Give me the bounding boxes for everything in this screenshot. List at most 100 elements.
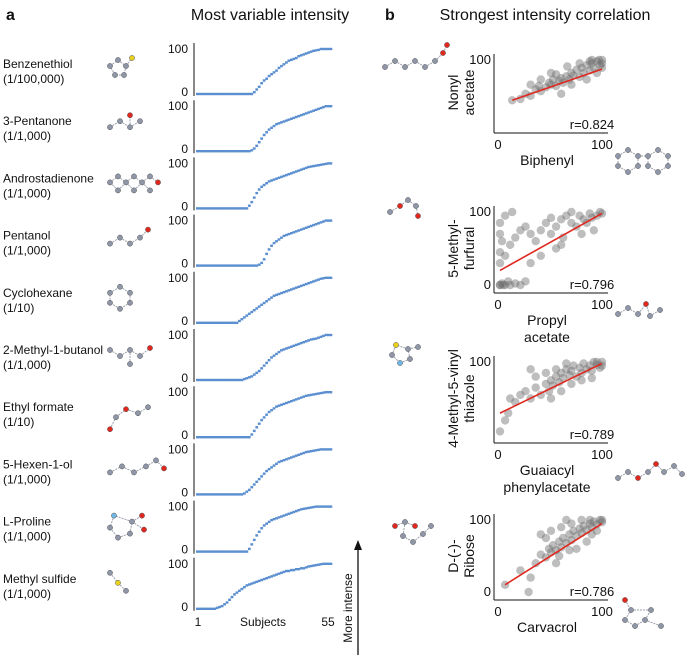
molecule-atom [143,463,149,470]
molecule-atom [107,569,113,576]
data-segment [280,175,283,179]
data-segment [220,92,224,96]
data-segment [205,550,209,553]
data-point [557,387,566,396]
data-segment [255,191,259,195]
y-axis-label: 4-Methyl-5-vinyl [445,349,461,448]
data-segment [270,244,273,247]
data-segment [265,182,269,185]
data-segment [309,393,313,397]
molecule-atom [115,173,121,180]
compound-name: Pentanol [3,229,50,243]
data-segment [200,550,204,553]
data-segment [257,477,261,481]
data-segment [329,105,333,108]
data-point [563,62,572,71]
molecule-atom [428,523,434,529]
data-segment [302,567,306,570]
data-segment [272,354,276,357]
data-point [587,373,596,383]
molecule-structure [107,55,135,78]
data-segment [247,312,251,315]
data-segment [233,436,236,439]
data-segment [208,378,212,382]
data-segment [262,79,266,82]
data-segment [198,607,202,610]
y-tick-label: 0 [181,371,188,385]
data-segment [218,150,222,153]
data-segment [220,550,224,553]
data-segment [196,550,199,553]
data-point [557,89,566,99]
data-point [557,74,566,83]
y-tick-label: 100 [168,214,188,228]
data-segment [255,480,259,483]
data-segment [280,236,283,239]
data-segment [277,292,281,296]
data-segment [262,472,266,475]
data-segment [304,450,308,454]
molecule-atom [645,469,651,475]
data-segment [285,173,288,177]
data-segment [205,150,209,153]
data-point [551,70,561,79]
data-segment [255,88,259,91]
data-segment [270,575,273,578]
data-segment [252,373,256,376]
data-segment [252,147,256,150]
data-segment [260,185,264,188]
molecule-atom [658,623,664,629]
x-start-label: 1 [195,615,202,629]
data-segment [205,493,209,496]
compound-name: Cyclohexane [3,286,73,300]
molecule-atom [645,163,651,169]
molecule-atom [117,234,123,241]
data-segment [324,562,328,565]
data-segment [257,263,261,266]
data-segment [287,346,291,349]
data-segment [262,133,266,137]
data-segment [270,296,273,299]
data-segment [235,207,239,210]
data-segment [247,204,251,207]
data-segment [302,53,306,56]
data-segment [312,564,315,567]
molecule-atom [420,531,426,537]
molecule-atom [123,587,129,594]
data-segment [228,264,231,267]
molecule-structure [107,112,143,131]
y-axis-label: thiazole [461,374,477,422]
molecule-atom [129,518,135,525]
data-segment [314,49,318,52]
molecule-atom [625,305,631,311]
scatter-chart-1: 100 0 100 r=0.824 Nonyl acetate Biphenyl [445,52,614,168]
data-segment [317,164,320,167]
data-segment [247,264,251,267]
data-segment [322,277,325,280]
data-segment [272,407,276,410]
y-tick-label: 100 [168,557,188,571]
data-segment [287,512,291,515]
data-point [546,526,556,535]
data-point [516,390,525,400]
molecule-atom [444,42,450,48]
data-segment [238,92,241,96]
data-segment [257,422,261,425]
data-segment [247,547,251,551]
data-point [536,226,545,235]
data-segment [220,321,224,324]
data-segment [329,562,333,565]
data-segment [213,150,217,153]
data-segment [210,550,214,553]
data-point [585,209,594,218]
compound-name: L-Proline [3,515,51,529]
y-tick-label: 100 [469,52,491,67]
molecule-atom [628,607,634,613]
data-segment [242,436,246,439]
data-segment [250,582,254,585]
data-segment [198,493,202,496]
molecule-atom [410,539,416,545]
data-segment [220,264,224,267]
data-segment [260,261,264,265]
data-point [569,361,578,370]
